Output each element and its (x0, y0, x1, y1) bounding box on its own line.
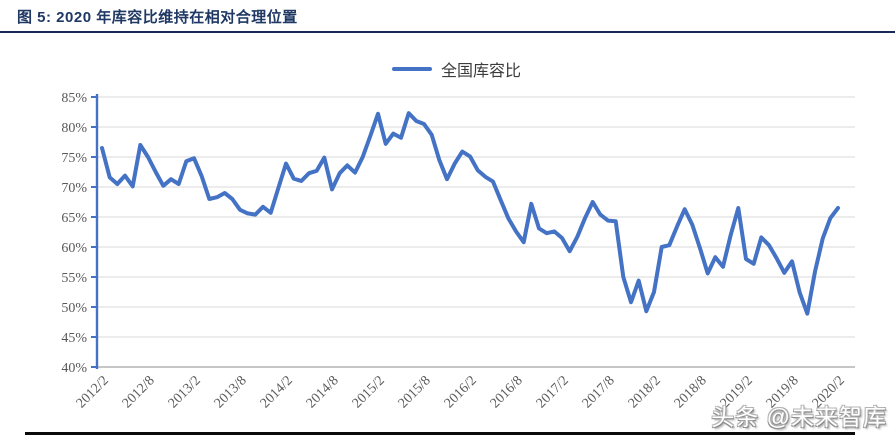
y-tick-label: 60% (61, 241, 87, 256)
y-tick-label: 70% (61, 181, 87, 196)
y-tick-label: 50% (61, 301, 87, 316)
x-tick-label: 2014/8 (304, 373, 342, 411)
y-tick-label: 80% (61, 121, 87, 136)
y-tick-label: 40% (61, 361, 87, 376)
legend-line-swatch (392, 67, 432, 71)
x-tick-label: 2015/2 (350, 373, 388, 411)
page-bottom-rule (25, 432, 855, 435)
legend-series-label: 全国库容比 (441, 63, 522, 80)
x-tick-label: 2012/8 (120, 373, 158, 411)
x-tick-label: 2013/2 (166, 373, 204, 411)
y-tick-label: 75% (61, 151, 87, 166)
y-tick-label: 85% (61, 91, 87, 106)
title-underline (0, 31, 895, 33)
x-tick-label: 2018/8 (672, 373, 710, 411)
x-tick-label: 2013/8 (212, 373, 250, 411)
x-tick-label: 2014/2 (258, 373, 296, 411)
figure-title: 图 5: 2020 年库容比维持在相对合理位置 (17, 9, 298, 26)
x-tick-label: 2012/2 (74, 373, 112, 411)
x-tick-label: 2017/2 (534, 373, 572, 411)
watermark-text: 头条 @未来智库 (711, 404, 887, 430)
series-line-national-storage-ratio (100, 111, 840, 316)
chart-legend: 全国库容比 (392, 57, 521, 81)
y-tick-label: 55% (61, 271, 87, 286)
x-tick-label: 2015/8 (396, 373, 434, 411)
y-tick-label: 65% (61, 211, 87, 226)
x-tick-label: 2018/2 (626, 373, 664, 411)
y-tick-label: 45% (61, 331, 87, 346)
x-tick-label: 2017/8 (580, 373, 618, 411)
x-tick-label: 2016/8 (488, 373, 526, 411)
x-tick-label: 2016/2 (442, 373, 480, 411)
